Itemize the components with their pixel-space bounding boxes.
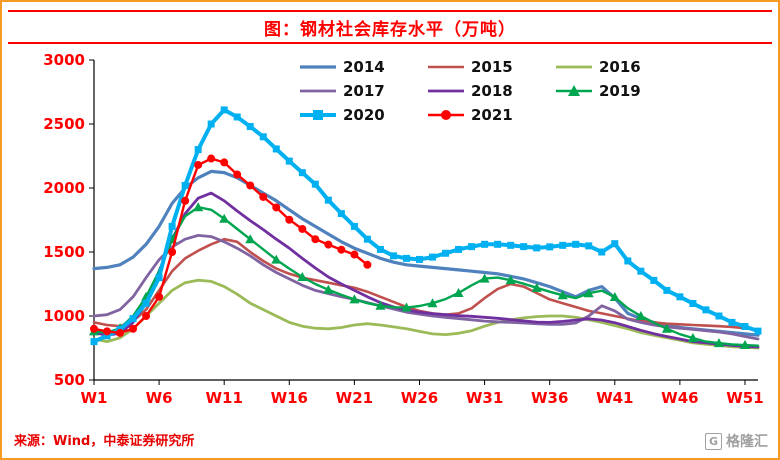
- svg-text:W16: W16: [271, 389, 308, 407]
- legend-item-2016: 2016: [554, 56, 682, 78]
- legend-swatch-2020: [300, 110, 336, 120]
- svg-text:W41: W41: [596, 389, 633, 407]
- legend-swatch-2018: [428, 89, 464, 93]
- svg-text:2000: 2000: [43, 179, 85, 197]
- legend-item-2020: 2020: [298, 104, 426, 126]
- legend-item-2021: 2021: [426, 104, 554, 126]
- legend-item-2017: 2017: [298, 80, 426, 102]
- svg-text:W11: W11: [205, 389, 242, 407]
- svg-text:500: 500: [54, 371, 85, 389]
- svg-text:1000: 1000: [43, 307, 85, 325]
- gelonghui-logo-icon: G: [705, 432, 722, 450]
- svg-text:W36: W36: [531, 389, 568, 407]
- steel-inventory-line-chart: 500 1000 1500 2000 2500 3000 W1 W6 W11 W16 W21 W26 W…: [43, 51, 763, 407]
- svg-text:W31: W31: [466, 389, 503, 407]
- legend-item-2018: 2018: [426, 80, 554, 102]
- source-text: 来源：Wind，中泰证券研究所: [14, 434, 195, 449]
- page-title: 图：钢材社会库存水平（万吨）: [264, 20, 516, 40]
- legend-swatch-2016: [556, 65, 592, 69]
- legend-item-2014: 2014: [298, 56, 426, 78]
- svg-text:1500: 1500: [43, 243, 85, 261]
- legend-item-2019: 2019: [554, 80, 682, 102]
- legend-swatch-2014: [300, 65, 336, 69]
- legend-swatch-2019: [556, 85, 592, 96]
- legend-label-2020: 2020: [343, 106, 385, 124]
- legend-label-2019: 2019: [599, 82, 641, 100]
- svg-text:W46: W46: [661, 389, 698, 407]
- svg-text:W26: W26: [401, 389, 438, 407]
- top-divider: [8, 10, 772, 12]
- legend-item-2015: 2015: [426, 56, 554, 78]
- legend-swatch-2015: [428, 65, 464, 69]
- chart-area: 500 1000 1500 2000 2500 3000 W1 W6 W11 W16 W21 W26 W…: [10, 46, 774, 416]
- svg-text:3000: 3000: [43, 51, 85, 69]
- legend: 2014 2015 2016 2017 2018 2019 2020 2021: [298, 56, 682, 126]
- gelonghui-logo: G 格隆汇: [705, 431, 768, 451]
- legend-label-2016: 2016: [599, 58, 641, 76]
- legend-label-2018: 2018: [471, 82, 513, 100]
- gelonghui-logo-text: 格隆汇: [726, 434, 768, 450]
- legend-label-2021: 2021: [471, 106, 513, 124]
- svg-text:W6: W6: [146, 389, 173, 407]
- svg-text:2500: 2500: [43, 115, 85, 133]
- legend-label-2015: 2015: [471, 58, 513, 76]
- svg-text:W51: W51: [726, 389, 763, 407]
- legend-label-2017: 2017: [343, 82, 385, 100]
- legend-label-2014: 2014: [343, 58, 385, 76]
- title-divider: [8, 42, 772, 44]
- svg-text:W21: W21: [336, 389, 373, 407]
- svg-text:W1: W1: [81, 389, 108, 407]
- legend-swatch-2021: [428, 110, 464, 120]
- legend-swatch-2017: [300, 89, 336, 93]
